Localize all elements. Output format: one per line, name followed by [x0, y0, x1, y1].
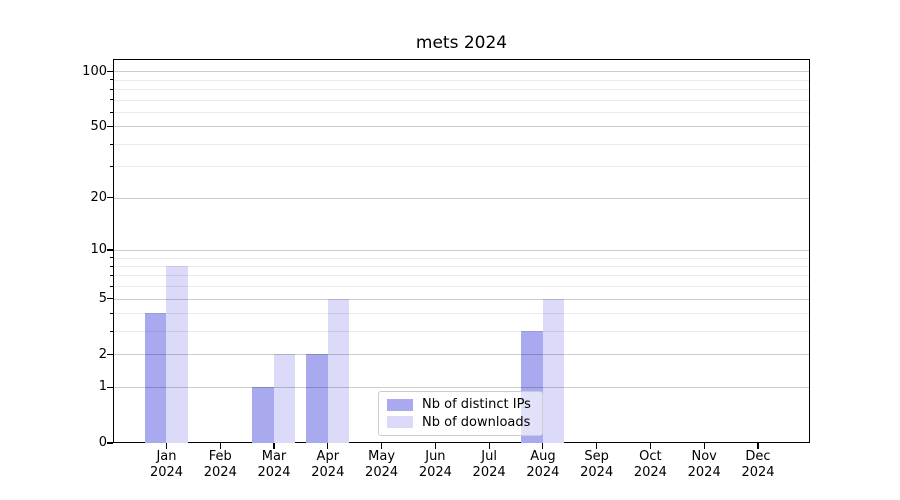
bar-downloads-aug: [542, 298, 565, 443]
legend: Nb of distinct IPs Nb of downloads: [378, 391, 543, 436]
y-tick-mark: [107, 125, 113, 128]
minor-gridline: [114, 166, 809, 168]
y-tick-label: 5: [98, 290, 107, 306]
y-tick-mark: [107, 354, 113, 356]
y-minor-tick-mark: [109, 313, 113, 314]
x-tick-label: Oct 2024: [633, 449, 667, 480]
chart-title: mets 2024: [415, 33, 508, 53]
y-tick-label: 0: [98, 435, 107, 450]
y-minor-tick-mark: [109, 265, 113, 267]
minor-gridline: [114, 111, 809, 113]
y-minor-tick-mark: [109, 88, 113, 90]
y-tick-mark: [107, 386, 113, 388]
x-tick-mark: [327, 443, 329, 449]
x-tick-mark: [165, 443, 168, 449]
y-tick-label: 2: [98, 346, 107, 362]
x-tick-label: Mar 2024: [257, 449, 291, 480]
minor-gridline: [114, 79, 809, 81]
y-minor-tick-mark: [109, 79, 113, 81]
x-tick-mark: [757, 443, 759, 449]
y-tick-label: 1: [98, 379, 107, 395]
minor-gridline: [114, 331, 809, 333]
bar-downloads-mar: [273, 354, 296, 443]
minor-gridline: [114, 313, 809, 315]
legend-swatch-distinct-ips: [387, 398, 413, 411]
major-gridline: [114, 387, 809, 388]
major-gridline: [114, 197, 809, 199]
x-tick-mark: [219, 443, 221, 449]
x-tick-mark: [703, 443, 705, 449]
x-tick-label: Sep 2024: [580, 449, 614, 480]
major-gridline: [114, 298, 809, 300]
minor-gridline: [114, 257, 809, 259]
x-tick-mark: [381, 443, 383, 449]
x-tick-mark: [434, 443, 436, 449]
y-tick-mark: [107, 298, 113, 300]
y-tick-label: 50: [90, 118, 107, 134]
y-minor-tick-mark: [109, 99, 113, 101]
minor-gridline: [114, 265, 809, 267]
y-minor-tick-mark: [109, 330, 113, 332]
y-tick-mark: [107, 442, 113, 444]
plot-area: [113, 59, 810, 443]
x-tick-label: Feb 2024: [203, 449, 237, 480]
bar-distinct-ips-jan: [144, 313, 167, 443]
minor-gridline: [114, 275, 809, 277]
y-minor-tick-mark: [109, 143, 113, 145]
major-gridline: [114, 126, 809, 128]
y-minor-tick-mark: [109, 111, 113, 113]
y-tick-label: 10: [90, 242, 107, 257]
y-tick-label: 20: [90, 189, 107, 205]
x-tick-mark: [596, 443, 598, 449]
y-tick-label: 100: [82, 63, 107, 79]
x-tick-label: Aug 2024: [526, 449, 560, 480]
x-tick-label: May 2024: [365, 449, 399, 480]
legend-row-distinct-ips: Nb of distinct IPs: [387, 397, 534, 412]
y-minor-tick-mark: [109, 166, 113, 168]
x-tick-mark: [273, 443, 275, 449]
y-minor-tick-mark: [109, 285, 113, 287]
minor-gridline: [114, 143, 809, 145]
major-gridline: [114, 354, 809, 356]
x-tick-label: Nov 2024: [687, 449, 721, 480]
x-tick-mark: [649, 443, 651, 449]
minor-gridline: [114, 286, 809, 288]
major-gridline: [114, 249, 809, 251]
bar-distinct-ips-mar: [252, 387, 274, 443]
y-minor-tick-mark: [109, 275, 113, 277]
y-tick-mark: [107, 70, 113, 73]
y-minor-tick-mark: [109, 257, 113, 259]
bar-downloads-apr: [327, 298, 350, 443]
x-tick-label: Jun 2024: [418, 449, 452, 480]
y-tick-mark: [107, 197, 113, 199]
legend-row-downloads: Nb of downloads: [387, 415, 534, 430]
major-gridline: [114, 71, 809, 73]
legend-swatch-downloads: [387, 416, 413, 429]
x-tick-mark: [542, 443, 544, 449]
minor-gridline: [114, 89, 809, 91]
x-tick-label: Apr 2024: [311, 449, 345, 480]
bar-downloads-jan: [166, 265, 188, 443]
x-tick-mark: [488, 443, 490, 449]
y-tick-mark: [107, 249, 113, 251]
legend-label-downloads: Nb of downloads: [422, 414, 531, 430]
x-tick-label: Jan 2024: [149, 449, 184, 480]
legend-label-distinct-ips: Nb of distinct IPs: [422, 397, 531, 413]
minor-gridline: [114, 99, 809, 101]
x-tick-label: Dec 2024: [741, 449, 775, 480]
bar-distinct-ips-apr: [306, 354, 328, 443]
x-tick-label: Jul 2024: [472, 449, 506, 480]
